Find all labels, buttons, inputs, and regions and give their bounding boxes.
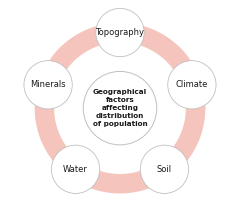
Circle shape (24, 61, 72, 109)
Circle shape (96, 8, 144, 57)
Circle shape (83, 71, 157, 145)
Text: Soil: Soil (157, 165, 172, 174)
Circle shape (51, 145, 100, 193)
Text: Minerals: Minerals (30, 80, 66, 89)
Circle shape (168, 61, 216, 109)
Circle shape (140, 145, 189, 193)
Text: Topography: Topography (96, 28, 144, 37)
Text: Climate: Climate (176, 80, 208, 89)
Text: Geographical
factors
affecting
distribution
of population: Geographical factors affecting distribut… (93, 89, 147, 127)
Text: Water: Water (63, 165, 88, 174)
